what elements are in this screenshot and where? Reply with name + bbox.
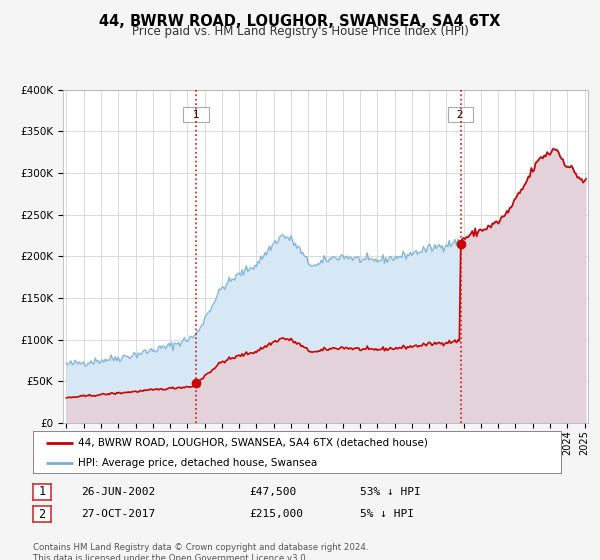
Text: 44, BWRW ROAD, LOUGHOR, SWANSEA, SA4 6TX (detached house): 44, BWRW ROAD, LOUGHOR, SWANSEA, SA4 6TX… bbox=[78, 438, 428, 448]
Text: 44, BWRW ROAD, LOUGHOR, SWANSEA, SA4 6TX: 44, BWRW ROAD, LOUGHOR, SWANSEA, SA4 6TX bbox=[100, 14, 500, 29]
Text: £47,500: £47,500 bbox=[249, 487, 296, 497]
Text: Contains HM Land Registry data © Crown copyright and database right 2024.
This d: Contains HM Land Registry data © Crown c… bbox=[33, 543, 368, 560]
Text: 5% ↓ HPI: 5% ↓ HPI bbox=[360, 509, 414, 519]
Text: 53% ↓ HPI: 53% ↓ HPI bbox=[360, 487, 421, 497]
Text: £215,000: £215,000 bbox=[249, 509, 303, 519]
Text: 2: 2 bbox=[38, 507, 46, 521]
Text: 1: 1 bbox=[38, 485, 46, 498]
Text: 26-JUN-2002: 26-JUN-2002 bbox=[81, 487, 155, 497]
Text: 2: 2 bbox=[451, 110, 470, 120]
Text: HPI: Average price, detached house, Swansea: HPI: Average price, detached house, Swan… bbox=[78, 458, 317, 468]
Text: 1: 1 bbox=[185, 110, 206, 120]
Text: Price paid vs. HM Land Registry's House Price Index (HPI): Price paid vs. HM Land Registry's House … bbox=[131, 25, 469, 38]
Text: 27-OCT-2017: 27-OCT-2017 bbox=[81, 509, 155, 519]
